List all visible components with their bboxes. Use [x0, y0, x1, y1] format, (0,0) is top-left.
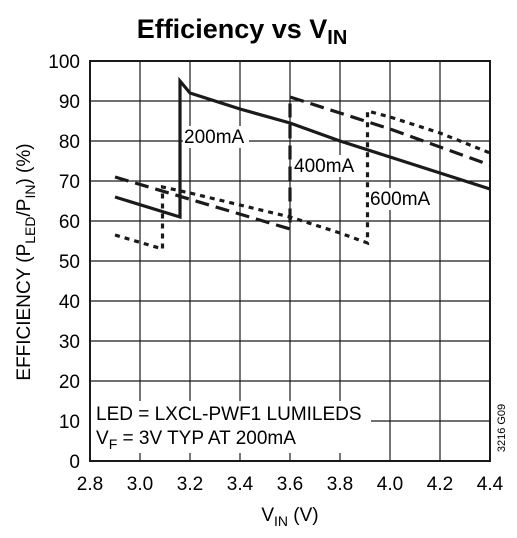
- chart-title: Efficiency vs VIN: [137, 14, 348, 49]
- y-tick-label: 60: [59, 212, 80, 233]
- series-lines: [114, 76, 491, 252]
- series-line-400ma: [114, 94, 491, 232]
- y-tick-label: 0: [69, 452, 80, 473]
- label-bg-400ma: [293, 155, 359, 177]
- y-tick-labels: 0 10 20 30 40 50 60 70 80 90 100: [48, 52, 80, 473]
- plot-frame: [89, 60, 491, 462]
- x-tick-labels: 2.8 3.0 3.2 3.4 3.6 3.8 4.0 4.2 4.4: [77, 474, 504, 495]
- x-tick-label: 4.2: [427, 474, 453, 495]
- annotation-led: LED = LXCL-PWF1 LUMILEDS: [96, 404, 362, 425]
- y-tick-label: 90: [59, 92, 80, 113]
- x-tick-label: 4.0: [377, 474, 403, 495]
- figure-code: 3216 G09: [496, 404, 508, 452]
- label-bg-200ma: [183, 126, 249, 148]
- x-tick-label: 4.4: [477, 474, 504, 495]
- label-bg-600ma: [369, 188, 435, 210]
- x-tick-label: 3.8: [327, 474, 353, 495]
- x-tick-label: 3.6: [277, 474, 303, 495]
- y-tick-label: 40: [59, 292, 80, 313]
- y-tick-label: 30: [59, 332, 80, 353]
- x-tick-label: 3.0: [127, 474, 153, 495]
- y-tick-label: 100: [48, 52, 80, 73]
- y-tick-label: 50: [59, 252, 80, 273]
- x-tick-label: 3.2: [177, 474, 203, 495]
- y-tick-label: 80: [59, 132, 80, 153]
- series-label-400ma: 400mA: [294, 156, 355, 177]
- y-tick-label: 10: [59, 412, 80, 433]
- series-line-600ma: [114, 108, 491, 252]
- x-tick-label: 2.8: [77, 474, 103, 495]
- series-line-200ma: [114, 76, 491, 220]
- series-label-200ma: 200mA: [184, 127, 245, 148]
- annotation-box: [91, 401, 371, 453]
- x-axis-label: VIN (V): [261, 505, 318, 529]
- y-tick-label: 70: [59, 172, 80, 193]
- y-axis-label: EFFICIENCY (PLED/PIN) (%): [14, 143, 38, 380]
- x-tick-label: 3.4: [227, 474, 254, 495]
- annotation-vf: VF = 3V TYP AT 200mA: [96, 428, 296, 452]
- y-tick-label: 20: [59, 372, 80, 393]
- series-label-600ma: 600mA: [370, 189, 431, 210]
